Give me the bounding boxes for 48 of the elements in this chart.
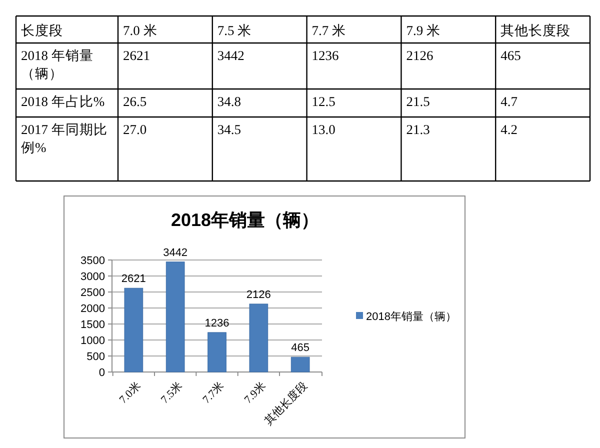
bar — [249, 304, 268, 372]
data-label: 34.8 — [217, 94, 242, 109]
data-label: 3442 — [163, 246, 188, 259]
bar — [124, 288, 144, 372]
data-label: 2126 — [406, 48, 434, 63]
x-tick-label: 7.5米 — [158, 379, 185, 406]
x-tick-label: 7.9米 — [242, 379, 268, 406]
data-label: 4.2 — [500, 122, 518, 137]
y-tick-label: 1500 — [80, 318, 105, 331]
y-tick-label: 0 — [98, 366, 105, 379]
data-label: 34.5 — [217, 122, 242, 137]
y-tick-label: 1000 — [80, 334, 105, 347]
x-tick-label: 7.0米 — [116, 379, 144, 406]
data-label: 465 — [500, 48, 522, 63]
data-label: 3442 — [217, 48, 244, 63]
data-label: 4.7 — [500, 94, 518, 109]
text: 2017 年同期比例% — [21, 122, 108, 155]
data-label: 21.3 — [406, 122, 430, 137]
data-label: 26.5 — [123, 94, 147, 109]
bar — [290, 356, 310, 372]
data-label: 12.5 — [312, 94, 336, 109]
data-label: 2621 — [121, 273, 146, 286]
data-label: 1236 — [312, 48, 340, 63]
data-label: 13.0 — [312, 122, 336, 137]
text: 2018 年销量（辆） — [21, 48, 94, 81]
data-label: 465 — [291, 342, 310, 354]
text: 2018 年占比% — [21, 94, 105, 109]
y-tick-label: 3000 — [80, 270, 105, 283]
y-tick-label: 2500 — [80, 286, 105, 299]
chart-title: 2018年销量（辆） — [170, 210, 320, 230]
text: 长度段 — [21, 23, 63, 38]
category-label: 7.7 米 — [312, 23, 346, 38]
y-tick-label: 3500 — [80, 254, 105, 267]
legend-label: 2018年销量（辆） — [366, 310, 456, 323]
bar — [208, 332, 226, 372]
data-label: 21.5 — [406, 94, 430, 109]
data-label: 2621 — [123, 48, 150, 63]
data-label: 1236 — [204, 317, 230, 330]
data-label: 27.0 — [123, 122, 147, 137]
category-label: 7.0 米 — [123, 23, 158, 38]
y-tick-label: 500 — [86, 350, 105, 363]
data-label: 2126 — [246, 288, 271, 301]
category-label: 其他长度段 — [500, 23, 571, 38]
bar — [166, 262, 185, 372]
x-tick-label: 7.7米 — [200, 379, 227, 406]
y-tick-label: 2000 — [80, 302, 105, 315]
category-label: 7.9 米 — [406, 23, 440, 38]
category-label: 7.5 米 — [217, 23, 252, 38]
